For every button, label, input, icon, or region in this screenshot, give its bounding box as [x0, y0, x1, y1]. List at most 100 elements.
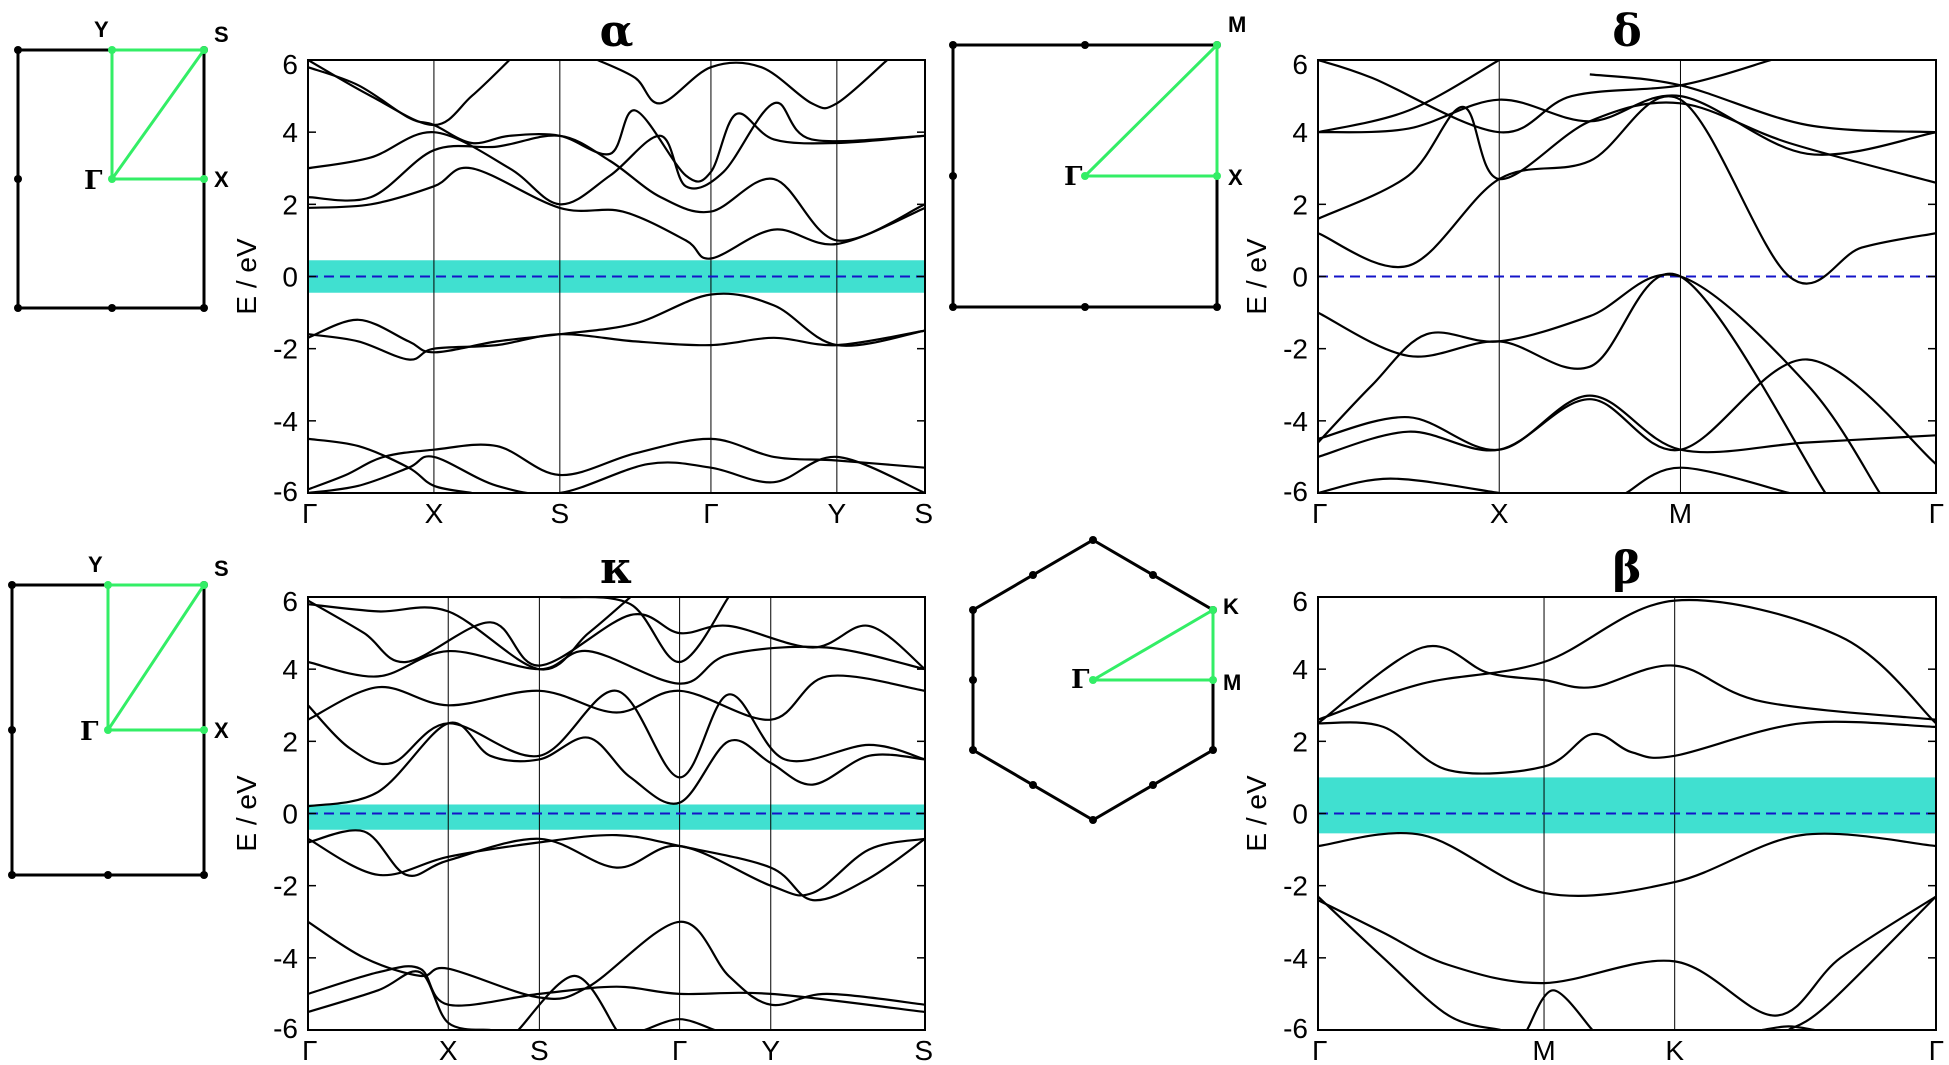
bz-rect-kappa: Y S Γ X — [8, 552, 229, 879]
band-line — [1318, 94, 1936, 156]
bz-vertex — [8, 581, 16, 589]
y-tick-label: 4 — [282, 117, 298, 148]
y-axis-label: E / eV — [231, 775, 262, 852]
bz-vertex — [969, 606, 977, 614]
y-tick-label: -4 — [1283, 943, 1308, 974]
y-tick-label: 0 — [282, 799, 298, 830]
s-point — [200, 581, 208, 589]
y-tick-label: 4 — [1292, 654, 1308, 685]
band-gap-region — [1318, 777, 1936, 834]
band-gap-region — [308, 804, 925, 830]
band-line — [517, 974, 618, 1030]
band-line — [1318, 273, 1881, 493]
band-line — [308, 597, 632, 671]
x-tick-label: S — [914, 1035, 933, 1065]
band-line — [308, 134, 925, 242]
band-line — [1318, 272, 1827, 493]
band-line — [308, 721, 925, 808]
x-tick-label: Γ — [703, 498, 718, 529]
y-tick-label: -4 — [273, 943, 298, 974]
bz-vertex — [1089, 536, 1097, 544]
y-tick-label: 2 — [282, 726, 298, 757]
bz-edge-point — [1029, 781, 1037, 789]
y-point — [108, 46, 116, 54]
band-line — [1762, 1025, 1815, 1030]
x-tick-label: S — [550, 498, 569, 529]
bz-vertex — [8, 871, 16, 879]
y-tick-label: 6 — [282, 586, 298, 617]
y-tick-label: -2 — [1283, 871, 1308, 902]
y-tick-label: 6 — [282, 49, 298, 80]
gamma-point — [1081, 172, 1089, 180]
y-tick-label: 6 — [1292, 586, 1308, 617]
m-point — [1213, 41, 1221, 49]
x-point — [200, 726, 208, 734]
k-path — [1092, 607, 1215, 682]
x-point — [200, 175, 208, 183]
y-tick-label: -2 — [273, 334, 298, 365]
band-line — [1625, 466, 1790, 493]
band-line — [1318, 60, 1772, 134]
x-tick-label: K — [1665, 1035, 1684, 1065]
band-line — [308, 833, 925, 902]
band-line — [308, 965, 925, 1014]
band-line — [308, 60, 511, 127]
s-point — [200, 46, 208, 54]
gamma-point — [108, 175, 116, 183]
y-tick-label: 2 — [1292, 726, 1308, 757]
k-path — [1083, 41, 1219, 178]
band-line — [308, 166, 925, 260]
bz-vertex — [14, 46, 22, 54]
band-line — [1526, 989, 1594, 1030]
x-tick-label: X — [1490, 498, 1509, 529]
bz-edge-point — [1081, 41, 1089, 49]
band-line — [1318, 101, 1936, 220]
bz-edge-point — [14, 175, 22, 183]
bz-label-x: X — [214, 167, 229, 192]
chart-title-alpha: α — [600, 6, 634, 57]
bz-vertex — [200, 304, 208, 312]
bands-group — [1318, 598, 1936, 1030]
band-line — [1318, 95, 1936, 285]
bz-edge-point — [8, 726, 16, 734]
bz-edge-point — [1149, 571, 1157, 579]
bz-label-gamma: Γ — [1064, 162, 1083, 192]
bz-vertex — [1213, 303, 1221, 311]
bz-label-m: M — [1223, 670, 1241, 695]
bz-label-x: X — [214, 718, 229, 743]
x-tick-label: Γ — [1929, 1035, 1944, 1065]
k-path — [105, 583, 207, 732]
bz-vertex — [949, 41, 957, 49]
x-tick-label: Γ — [1929, 498, 1944, 529]
band-line — [1589, 73, 1936, 134]
band-line — [1318, 895, 1502, 1030]
y-tick-label: 0 — [282, 262, 298, 293]
x-tick-label: X — [425, 498, 444, 529]
band-line — [308, 645, 925, 685]
y-tick-label: 0 — [1292, 262, 1308, 293]
bz-label-gamma: Γ — [1071, 665, 1090, 695]
band-line — [308, 101, 925, 206]
y-tick-label: 4 — [282, 654, 298, 685]
band-line — [1318, 60, 1500, 134]
band-line — [644, 1018, 716, 1030]
bz-edge-point — [949, 172, 957, 180]
y-tick-label: 2 — [1292, 189, 1308, 220]
band-line — [308, 829, 925, 897]
y-tick-label: -6 — [273, 1013, 298, 1044]
x-tick-label: Γ — [1312, 1035, 1327, 1065]
y-tick-label: -6 — [1283, 1013, 1308, 1044]
band-line — [1318, 358, 1936, 465]
y-tick-label: -4 — [1283, 406, 1308, 437]
y-axis-label: E / eV — [1241, 775, 1272, 852]
y-point — [104, 581, 112, 589]
x-tick-label: S — [530, 1035, 549, 1065]
band-line — [308, 674, 925, 721]
bz-vertex — [14, 304, 22, 312]
gamma-point — [104, 726, 112, 734]
x-tick-label: M — [1669, 498, 1692, 529]
band-line — [308, 292, 925, 354]
